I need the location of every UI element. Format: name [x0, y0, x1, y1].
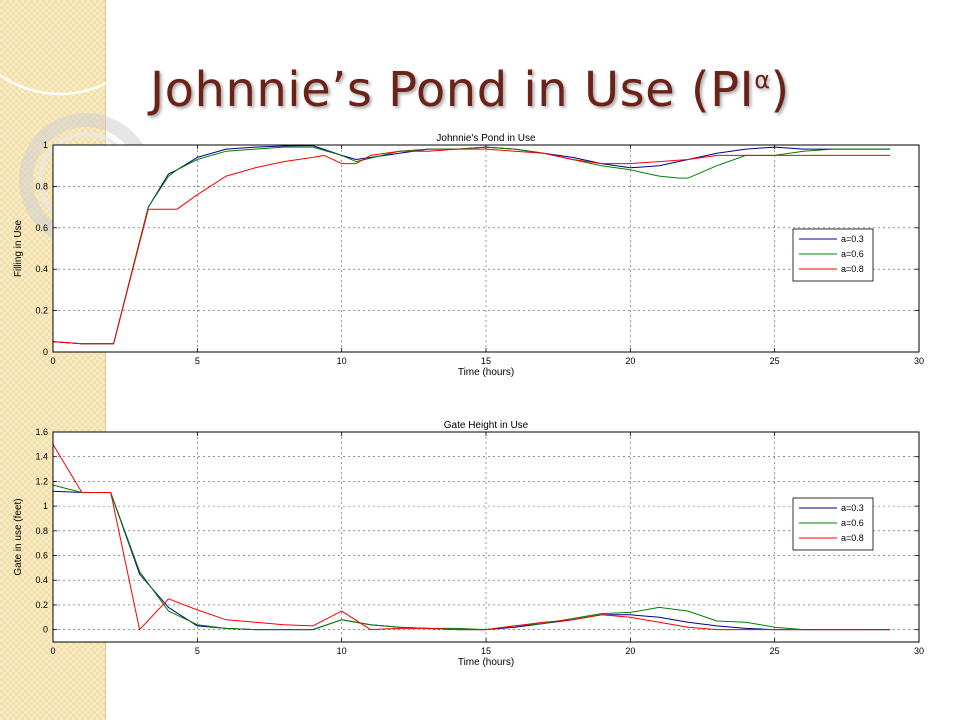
x-tick-label: 5: [195, 646, 200, 656]
slide-title-alpha: α: [754, 66, 771, 94]
y-tick-label: 0.4: [35, 264, 48, 274]
slide-title-end: ): [770, 62, 790, 118]
legend-label: a=0.3: [841, 234, 864, 244]
y-tick-label: 1.2: [35, 476, 48, 486]
plot-frame: [52, 144, 920, 353]
slide-title-main: Johnnie’s Pond in Use (PI: [150, 62, 755, 118]
x-axis-label: Time (hours): [458, 657, 514, 668]
legend-box: [792, 228, 874, 282]
y-tick-label: 0.2: [35, 306, 48, 316]
x-tick-label: 5: [195, 356, 200, 366]
y-tick-label: 1.6: [35, 427, 48, 437]
y-axis-label: Gate in use (feet): [13, 498, 24, 575]
y-tick-label: 0.4: [35, 575, 48, 585]
x-tick-label: 15: [481, 356, 491, 366]
x-tick-label: 25: [770, 646, 780, 656]
x-tick-label: 10: [337, 356, 347, 366]
legend-label: a=0.3: [841, 503, 864, 513]
y-tick-label: 0.8: [35, 526, 48, 536]
legend-label: a=0.8: [841, 533, 864, 543]
legend-label: a=0.6: [841, 518, 864, 528]
y-tick-label: 0: [43, 625, 48, 635]
x-tick-label: 30: [914, 646, 924, 656]
y-tick-label: 0.6: [35, 551, 48, 561]
series-line-a-0-8: [52, 444, 891, 631]
plot-area: [53, 145, 919, 352]
series-line-a-0-6: [52, 146, 891, 345]
y-tick-label: 0: [43, 347, 48, 357]
slide-title: Johnnie’s Pond in Use (PIα): [150, 62, 790, 118]
y-tick-label: 1.4: [35, 452, 48, 462]
legend-box: [792, 497, 874, 551]
x-tick-label: 10: [337, 646, 347, 656]
y-tick-label: 1: [43, 140, 48, 150]
y-tick-label: 0.8: [35, 181, 48, 191]
x-tick-label: 20: [625, 646, 635, 656]
x-tick-label: 30: [914, 356, 924, 366]
y-tick-label: 1: [43, 501, 48, 511]
plot-frame: [52, 431, 920, 643]
x-tick-label: 20: [625, 356, 635, 366]
series-line-a-0-6: [52, 484, 891, 631]
x-tick-label: 0: [50, 646, 55, 656]
y-tick-label: 0.6: [35, 223, 48, 233]
legend-label: a=0.8: [841, 264, 864, 274]
decorative-ring-large: [0, 0, 165, 96]
x-tick-label: 25: [770, 356, 780, 366]
series-line-a-0-8: [52, 148, 891, 345]
x-tick-label: 0: [50, 356, 55, 366]
x-axis-label: Time (hours): [458, 367, 514, 378]
x-tick-label: 15: [481, 646, 491, 656]
chart-title: Gate Height in Use: [444, 420, 529, 431]
y-tick-label: 0.2: [35, 600, 48, 610]
y-axis-label: Filling in Use: [13, 219, 24, 277]
chart-title: Johnnie's Pond in Use: [436, 133, 536, 144]
legend-label: a=0.6: [841, 249, 864, 259]
